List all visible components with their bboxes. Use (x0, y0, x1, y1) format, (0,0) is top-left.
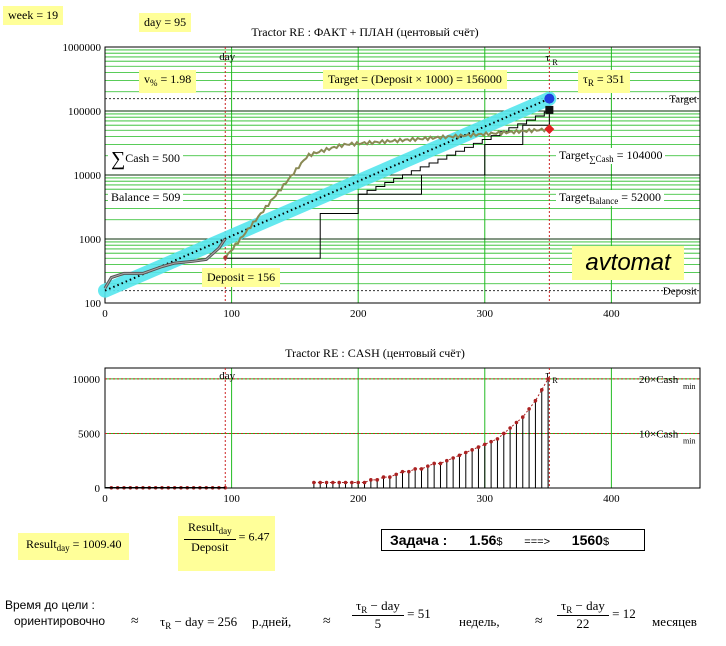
cash-point (546, 377, 550, 381)
y-tick-label: 5000 (78, 428, 101, 440)
top-chart-title: Tractor RE : ФАКТ + ПЛАН (центовый счёт) (251, 25, 478, 39)
x-tick-label: 200 (350, 493, 367, 505)
approx-2: ≈ (323, 614, 331, 629)
deposit-line-label: Deposit (663, 286, 697, 298)
cash-plan-line (225, 109, 550, 259)
x-tick-label: 400 (603, 493, 620, 505)
result-ratio-box: Resultday Deposit = 6.47 (178, 516, 276, 571)
y-tick-label: 10000 (74, 170, 102, 182)
tau-marker-label: τ (545, 52, 550, 64)
cash-chart: Tractor RE : CASH (центовый счёт) 0 100 200… (73, 346, 701, 505)
x-tick-label: 400 (603, 308, 620, 320)
months-expression: τR − day 22 = 12 (557, 598, 636, 632)
footer-line1: Время до цели : (5, 598, 95, 612)
balance-fact-inner (104, 238, 226, 289)
task-value-1: 1.56 (469, 532, 497, 548)
cash-curve (313, 378, 549, 484)
cash10-label: 10×Cash (639, 428, 679, 440)
x-tick-label: 0 (102, 493, 108, 505)
tau-marker-sub: R (552, 58, 558, 67)
target-formula-label: Target = (Deposit × 1000) = 156000 (323, 70, 507, 89)
start-point (223, 255, 228, 260)
cash20-sub: min (683, 382, 695, 391)
y-tick-label: 100000 (68, 106, 102, 118)
target-cash-label: Target∑Cash = 104000 (556, 148, 666, 164)
target-line-label: Target (669, 94, 697, 106)
end-marker-cash (545, 105, 554, 114)
cash10-sub: min (683, 436, 695, 445)
avtomat-badge: avtomat (572, 246, 684, 280)
plot-frame (104, 46, 701, 304)
y-tick-label: 1000 (79, 234, 102, 246)
target-balance-label: TargetBalance = 52000 (556, 190, 665, 206)
target-band (98, 91, 557, 298)
approx-1: ≈ (131, 614, 139, 629)
cash-plan-steps (358, 111, 554, 195)
week-label: week = 19 (3, 6, 64, 25)
x-tick-label: 300 (477, 308, 494, 320)
x-tick-label: 300 (477, 493, 494, 505)
y-tick-label: 1000000 (63, 42, 102, 54)
approx-3: ≈ (535, 614, 543, 629)
task-label: Задача : (390, 532, 448, 548)
x-tick-label: 0 (102, 308, 108, 320)
tau-marker-sub: R (552, 376, 558, 385)
unit-weeks: недель, (459, 614, 500, 629)
cash-point (419, 467, 424, 471)
y-tick-label: 100 (85, 298, 102, 310)
tau-marker-label: τ (545, 369, 550, 381)
balance-label: Balance = 509 (108, 190, 184, 205)
cash-point (438, 461, 443, 466)
cash20-label: 20×Cash (639, 374, 679, 386)
v-percent-label: v% = 1.98 (139, 70, 197, 93)
cash-point (318, 480, 323, 485)
end-marker-target (544, 93, 555, 104)
day-marker-label: day (219, 51, 235, 63)
cash-point (331, 480, 335, 485)
day-marker-label: day (219, 370, 235, 382)
end-marker-balance (544, 124, 555, 135)
deposit-label: Deposit = 156 (202, 268, 281, 287)
unit-days: р.дней, (252, 614, 292, 629)
x-tick-label: 100 (223, 308, 240, 320)
unit-months: месяцев (652, 614, 697, 629)
result-day-box: Resultday = 1009.40 (18, 533, 130, 560)
footer-line2: ориентировочно (14, 614, 106, 628)
task-box: Задача : 1.56$ ===> 1560$ (381, 529, 645, 551)
sum-cash-label: ∑Cash = 500 (108, 148, 184, 171)
cash-point (362, 480, 367, 485)
y-tick-label: 0 (95, 483, 101, 495)
day-label: day = 95 (139, 13, 192, 32)
weeks-expression: τR − day 5 = 51 (352, 598, 431, 632)
y-tick-label: 10000 (73, 374, 101, 386)
balance-plan-line (224, 126, 551, 260)
cash-chart-title: Tractor RE : CASH (центовый счёт) (285, 346, 465, 360)
task-value-2: 1560 (571, 532, 603, 548)
tau-day-expression: τR − day = 256 (160, 614, 238, 631)
tau-r-label: τR = 351 (578, 70, 630, 93)
x-tick-label: 200 (350, 308, 367, 320)
x-tick-label: 100 (223, 493, 240, 505)
cash-point (343, 480, 348, 485)
